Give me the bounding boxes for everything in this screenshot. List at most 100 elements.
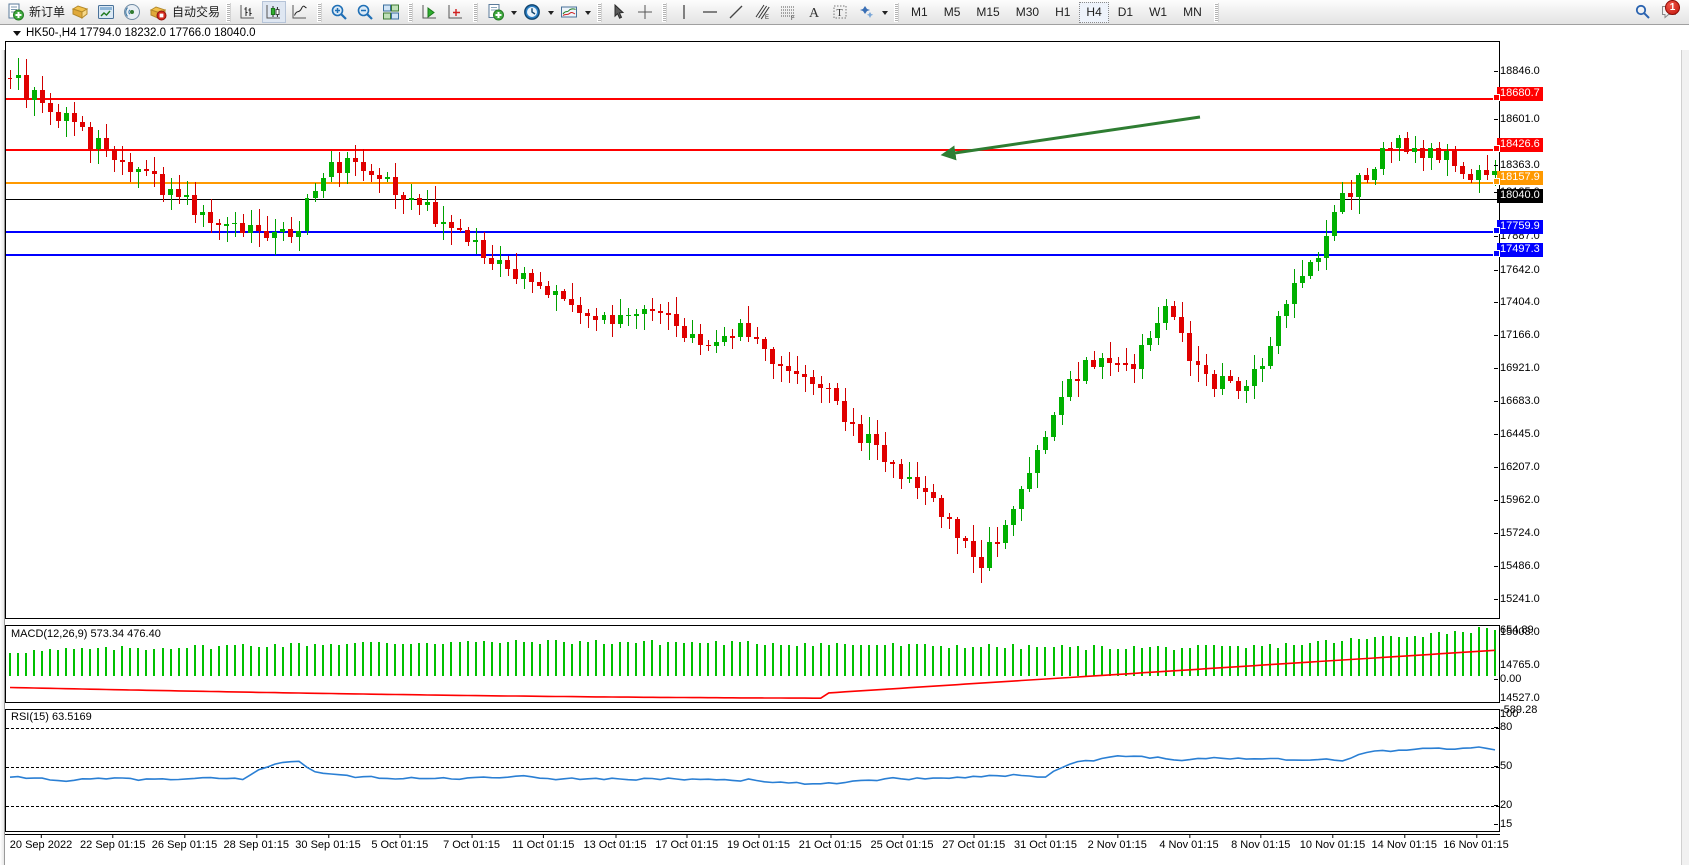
tab-timeframe-mn[interactable]: MN xyxy=(1183,4,1202,19)
level-line-support-1[interactable] xyxy=(6,231,1499,233)
macd-bar xyxy=(1293,644,1296,676)
candle-body xyxy=(344,158,350,173)
macd-bar xyxy=(723,644,726,676)
rsi-tick: 80 xyxy=(1493,721,1513,733)
equidistant-channel-icon[interactable]: E xyxy=(750,1,774,23)
chevron-down-icon-4[interactable] xyxy=(879,1,890,23)
time-axis-label: 14 Nov 01:15 xyxy=(1371,834,1437,851)
macd-bar xyxy=(530,641,533,676)
level-handle-resistance-2[interactable] xyxy=(1493,145,1500,152)
auto-trading-label[interactable]: 自动交易 xyxy=(172,5,221,19)
chart-menu-caret-icon[interactable] xyxy=(13,31,21,36)
level-tag-resistance-2[interactable]: 18426.6 xyxy=(1497,138,1543,152)
macd-bar xyxy=(1253,645,1256,676)
bar-chart-icon[interactable] xyxy=(236,1,260,23)
macd-bar xyxy=(1453,631,1456,676)
macd-bar xyxy=(314,643,317,676)
candle-body xyxy=(71,113,77,123)
macd-bar xyxy=(578,641,581,676)
candle-body xyxy=(834,387,840,402)
vertical-line-icon[interactable] xyxy=(672,1,696,23)
macd-bar xyxy=(1036,646,1039,676)
tab-timeframe-m15[interactable]: M15 xyxy=(976,4,1000,19)
tab-timeframe-m30[interactable]: M30 xyxy=(1015,4,1040,19)
macd-bar xyxy=(1237,646,1240,676)
level-handle-resistance-1[interactable] xyxy=(1493,94,1500,101)
price-tick: 17404.0 xyxy=(1494,296,1540,308)
candle-body xyxy=(1179,317,1185,334)
vertical-scrollbar[interactable] xyxy=(1681,50,1689,865)
price-scale[interactable]: 18846.0 18601.0 18363.0 18125.0 17887.0 … xyxy=(1494,41,1592,704)
level-line-pivot[interactable] xyxy=(6,182,1499,184)
macd-bar xyxy=(1493,630,1496,676)
period-icon[interactable] xyxy=(520,1,544,23)
trendline-icon[interactable] xyxy=(724,1,748,23)
search-icon[interactable] xyxy=(1631,1,1655,23)
candle-body xyxy=(1034,449,1040,473)
level-tag-pivot[interactable]: 18157.9 xyxy=(1497,171,1543,185)
rsi-panel[interactable]: RSI(15) 63.5169 xyxy=(5,709,1500,832)
candle-body xyxy=(858,423,864,443)
tab-timeframe-m5[interactable]: M5 xyxy=(943,4,961,19)
level-tag-resistance-1[interactable]: 18680.7 xyxy=(1497,87,1543,101)
auto-trading-icon[interactable] xyxy=(146,1,170,23)
time-axis[interactable]: 20 Sep 2022 22 Sep 01:15 26 Sep 01:15 28 Se… xyxy=(5,834,1509,864)
indicators-icon[interactable] xyxy=(483,1,507,23)
chevron-down-icon-3[interactable] xyxy=(582,1,593,23)
chevron-down-icon-2[interactable] xyxy=(545,1,556,23)
level-tag-support-2[interactable]: 17497.3 xyxy=(1497,243,1543,257)
level-handle-pivot[interactable] xyxy=(1493,178,1500,185)
level-handle-support-2[interactable] xyxy=(1493,250,1500,257)
down-arrow[interactable] xyxy=(6,42,1499,618)
tab-timeframe-h4[interactable]: H4 xyxy=(1079,1,1109,23)
macd-bar xyxy=(859,645,862,676)
svg-text:F: F xyxy=(791,16,795,21)
level-line-resistance-2[interactable] xyxy=(6,149,1499,151)
autoscroll-icon[interactable] xyxy=(418,1,442,23)
zoom-in-icon[interactable] xyxy=(327,1,351,23)
market-watch-icon[interactable] xyxy=(94,1,118,23)
chart-shift-icon[interactable] xyxy=(444,1,468,23)
macd-panel[interactable]: MACD(12,26,9) 573.34 476.40 xyxy=(5,625,1500,703)
candle-body xyxy=(1211,373,1217,389)
rsi-tick: 20 xyxy=(1493,799,1513,811)
tab-timeframe-h1[interactable]: H1 xyxy=(1055,4,1071,19)
text-label-icon[interactable]: T xyxy=(828,1,852,23)
crosshair-icon[interactable] xyxy=(633,1,657,23)
cursor-icon[interactable] xyxy=(607,1,631,23)
candle-body xyxy=(601,315,607,320)
tab-timeframe-d1[interactable]: D1 xyxy=(1117,4,1134,19)
tile-windows-icon[interactable] xyxy=(379,1,403,23)
price-chart-panel[interactable] xyxy=(5,41,1500,619)
templates-icon[interactable] xyxy=(557,1,581,23)
macd-bar xyxy=(442,644,445,676)
candle-body xyxy=(850,422,856,424)
level-tag-support-1[interactable]: 17759.9 xyxy=(1497,220,1543,234)
zoom-out-icon[interactable] xyxy=(353,1,377,23)
level-line-resistance-1[interactable] xyxy=(6,98,1499,100)
horizontal-line-icon[interactable] xyxy=(698,1,722,23)
macd-bar xyxy=(297,643,300,676)
candle-body xyxy=(762,339,768,349)
macd-bar xyxy=(964,648,967,676)
candle-body xyxy=(874,433,880,446)
alerts-icon[interactable]: 1 xyxy=(1657,0,1681,23)
level-line-support-2[interactable] xyxy=(6,254,1499,256)
profiles-icon[interactable] xyxy=(68,1,92,23)
macd-bar xyxy=(659,644,662,676)
tab-timeframe-m1[interactable]: M1 xyxy=(911,4,928,19)
macd-bar xyxy=(739,641,742,676)
signals-icon[interactable] xyxy=(120,1,144,23)
fibonacci-icon[interactable]: F xyxy=(776,1,800,23)
shapes-icon[interactable] xyxy=(854,1,878,23)
line-chart-icon[interactable] xyxy=(288,1,312,23)
text-icon[interactable]: A xyxy=(802,1,826,23)
new-order-label[interactable]: 新订单 xyxy=(29,5,66,19)
candlestick-chart-icon[interactable] xyxy=(262,1,287,23)
chevron-down-icon[interactable] xyxy=(508,1,519,23)
tab-timeframe-w1[interactable]: W1 xyxy=(1149,4,1168,19)
level-handle-support-1[interactable] xyxy=(1493,227,1500,234)
new-order-icon[interactable] xyxy=(3,1,27,23)
candle-body xyxy=(1235,381,1241,392)
